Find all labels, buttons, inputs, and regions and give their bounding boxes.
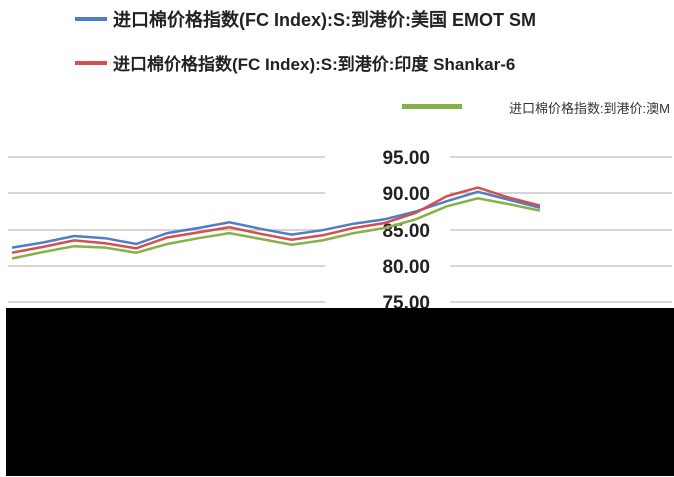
y-tick-label: 80.00 — [382, 257, 430, 278]
legend-swatch-us — [75, 17, 107, 21]
series-line-0 — [11, 190, 541, 249]
legend-label-india: 进口棉价格指数(FC Index):S:到港价:印度 Shankar-6 — [113, 55, 516, 74]
legend-label-aus: 进口棉价格指数:到港价:澳M — [508, 101, 670, 116]
y-tick-label: 90.00 — [382, 184, 430, 205]
y-tick-label: 95.00 — [382, 148, 430, 169]
occluded-region — [6, 308, 674, 476]
series-line-2 — [11, 197, 541, 260]
series-lines — [11, 186, 541, 260]
legend-item-aus: 进口棉价格指数:到港价:澳M — [6, 96, 674, 118]
legend-swatch-india — [75, 60, 107, 65]
series-line-1 — [11, 186, 541, 254]
legend-item-india: 进口棉价格指数(FC Index):S:到港价:印度 Shankar-6 — [75, 50, 515, 75]
gridlines — [8, 156, 672, 303]
legend-swatch-aus — [402, 104, 462, 109]
legend-label-us: 进口棉价格指数(FC Index):S:到港价:美国 EMOT SM — [113, 10, 536, 30]
y-tick-label: 85.00 — [382, 221, 430, 242]
legend-item-us: 进口棉价格指数(FC Index):S:到港价:美国 EMOT SM — [75, 6, 536, 32]
